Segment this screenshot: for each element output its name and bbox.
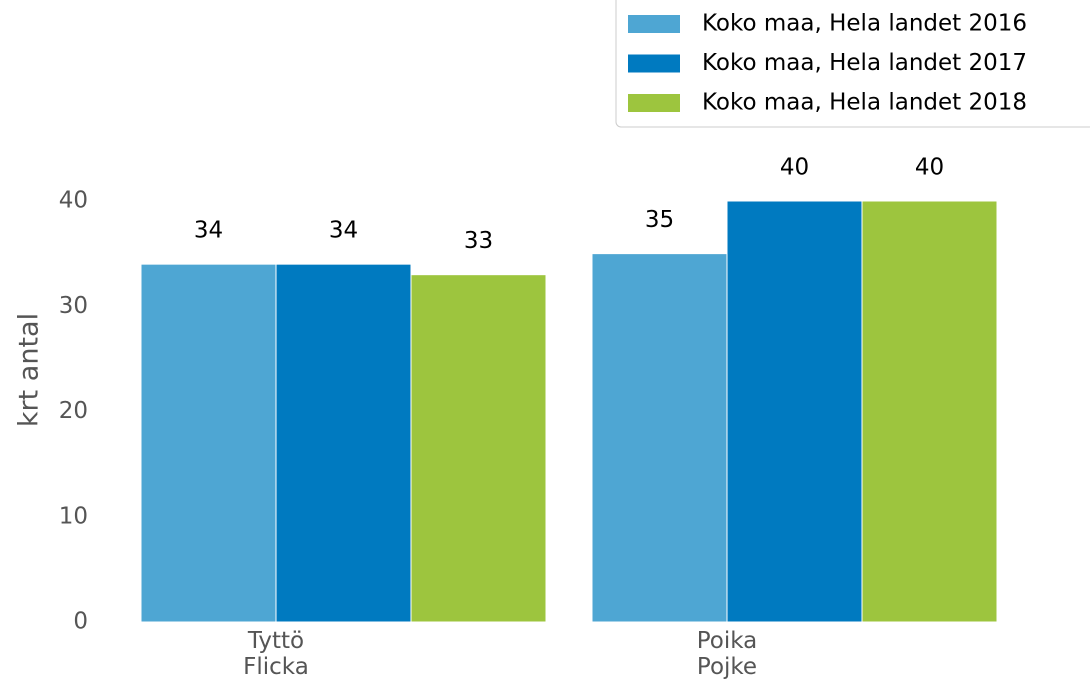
legend-swatch [628,15,680,33]
bar [726,200,863,623]
legend-swatch [628,54,680,73]
legend-label: Koko maa, Hela landet 2018 [702,90,1027,116]
y-tick-label: 30 [59,293,88,319]
data-label: 40 [780,155,809,181]
legend-box [615,0,1090,128]
x-tick-label: Poika Pojke [696,628,758,680]
legend-label: Koko maa, Hela landet 2016 [702,11,1027,37]
y-tick-label: 0 [73,609,88,635]
legend-label: Koko maa, Hela landet 2017 [702,50,1027,76]
data-label: 34 [194,218,223,244]
bar [140,263,277,623]
data-label: 35 [645,207,674,233]
legend-swatch [628,94,680,112]
bar [410,274,547,623]
x-tick-label: Tyttö Flicka [243,628,309,680]
y-tick-label: 20 [59,398,88,424]
data-label: 40 [915,155,944,181]
bar [861,200,998,623]
y-axis-label: krt antal [14,313,45,427]
data-label: 33 [464,228,493,254]
y-tick-label: 40 [59,188,88,214]
bar [275,263,412,623]
bar [591,253,728,623]
y-tick-label: 10 [59,503,88,529]
data-label: 34 [329,218,358,244]
